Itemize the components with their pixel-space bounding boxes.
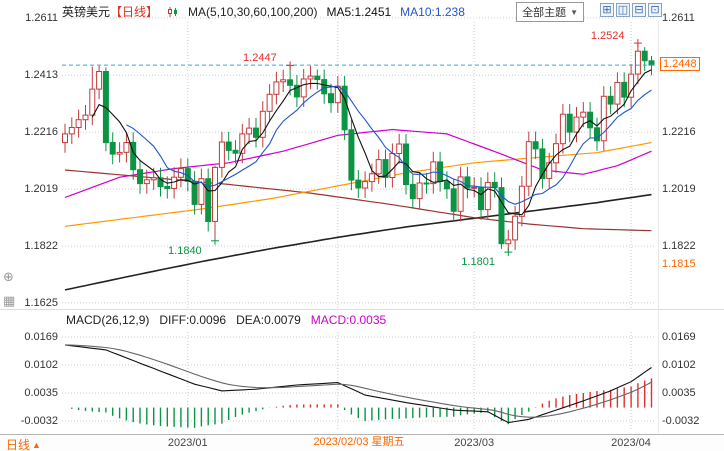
- timeframe-label: 日线: [6, 438, 31, 451]
- candles-layer: [62, 43, 655, 253]
- macd-title: MACD(26,12,9): [66, 313, 150, 327]
- themes-dropdown-label: 全部主题: [522, 7, 567, 19]
- current-price-tag: 1.2448: [660, 57, 700, 72]
- session-low-tag: 1.1815: [662, 258, 696, 270]
- panel-dividers: [0, 21, 724, 433]
- macd-header: MACD(26,12,9) DIFF:0.0096 DEA:0.0079 MAC…: [66, 313, 386, 327]
- ma10-value-label: MA10:1.238: [400, 4, 465, 19]
- kline-icon: [167, 6, 179, 18]
- layout-split-vertical-icon[interactable]: ◫: [616, 3, 630, 17]
- ma200-line: [64, 193, 652, 291]
- macd-dea-value: DEA:0.0079: [236, 313, 301, 327]
- ma-config-label: MA(5,10,30,60,100,200): [188, 4, 318, 19]
- macd-macd-value: MACD:0.0035: [310, 313, 387, 327]
- ma10-line: [126, 85, 652, 205]
- ma5-line: [91, 69, 652, 216]
- chart-title: 英镑美元 【日线】: [62, 3, 158, 20]
- macd-diff-line: [64, 344, 652, 424]
- symbol-title: 英镑美元: [62, 5, 111, 19]
- timeframe-selector[interactable]: 日线 ▲: [6, 436, 41, 451]
- layout-rows-icon[interactable]: ⊟: [632, 3, 646, 17]
- grid-layer: [62, 17, 656, 430]
- crosshair-date-label: 2023/02/03 星期五: [311, 435, 407, 449]
- chevron-down-icon: ▼: [570, 7, 578, 17]
- layout-toolbar: ⊞ ◫ ⊟ ⊡: [600, 3, 662, 17]
- macd-dea-line: [64, 344, 652, 418]
- ma5-value-label: MA5:1.2451: [326, 4, 392, 19]
- macd-diff-value: DIFF:0.0096: [159, 313, 227, 327]
- grid-tool-icon[interactable]: ▦: [3, 293, 16, 308]
- ma30-line: [64, 128, 652, 199]
- draw-tool-icon[interactable]: ⊕: [3, 269, 14, 284]
- timeframe-tag: 【日线】: [110, 5, 159, 19]
- layout-grid-icon[interactable]: ⊞: [600, 3, 614, 17]
- layout-single-icon[interactable]: ⊡: [648, 3, 662, 17]
- triangle-up-icon: ▲: [32, 439, 41, 450]
- chart-header: 英镑美元 【日线】 MA(5,10,30,60,100,200) MA5:1.24…: [62, 3, 465, 20]
- macd-histogram: [71, 378, 653, 428]
- themes-dropdown-button[interactable]: 全部主题 ▼: [516, 2, 584, 22]
